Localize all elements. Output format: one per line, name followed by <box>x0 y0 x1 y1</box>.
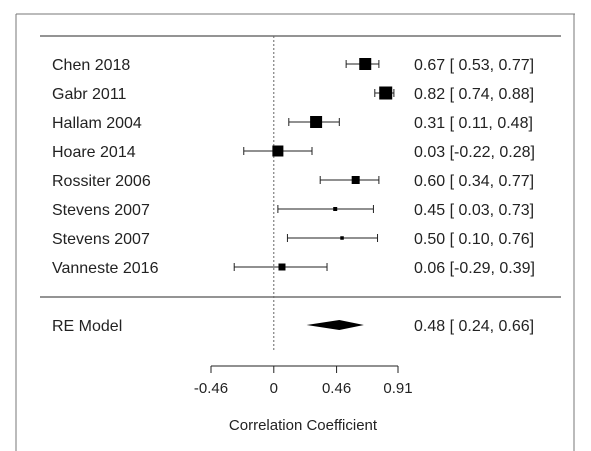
study-label: Rossiter 2006 <box>52 173 151 190</box>
estimate-text: 0.31 [ 0.11, 0.48] <box>414 115 533 132</box>
study-row: Chen 2018 0.67 [ 0.53, 0.77] <box>52 57 534 74</box>
estimate-text: 0.45 [ 0.03, 0.73] <box>414 202 534 219</box>
study-row: Hoare 2014 0.03 [-0.22, 0.28] <box>52 144 535 161</box>
point-estimate <box>351 176 360 184</box>
study-label: Hoare 2014 <box>52 144 136 161</box>
study-label: Gabr 2011 <box>52 86 127 103</box>
study-label: Vanneste 2016 <box>52 260 159 277</box>
x-tick-label: 0.91 <box>383 380 412 397</box>
point-estimate <box>359 58 372 70</box>
point-estimate <box>379 86 393 100</box>
study-row: Stevens 2007 0.50 [ 0.10, 0.76] <box>52 231 534 248</box>
x-axis: -0.46 0 0.46 0.91 <box>194 365 413 397</box>
summary-estimate-text: 0.48 [ 0.24, 0.66] <box>414 318 534 335</box>
estimate-text: 0.82 [ 0.74, 0.88] <box>414 86 534 103</box>
point-estimate <box>272 145 284 157</box>
x-tick-label: 0 <box>270 380 278 397</box>
point-estimate <box>278 263 286 271</box>
summary-row: RE Model 0.48 [ 0.24, 0.66] <box>52 318 534 335</box>
x-tick-label: -0.46 <box>194 380 228 397</box>
point-estimate <box>333 207 338 211</box>
estimate-text: 0.03 [-0.22, 0.28] <box>414 144 535 161</box>
estimate-text: 0.60 [ 0.34, 0.77] <box>414 173 534 190</box>
x-tick-label: 0.46 <box>322 380 351 397</box>
summary-diamond <box>306 320 364 330</box>
study-row: Vanneste 2016 0.06 [-0.29, 0.39] <box>52 260 535 277</box>
study-label: Stevens 2007 <box>52 231 150 248</box>
point-estimate <box>310 116 323 128</box>
study-row: Gabr 2011 0.82 [ 0.74, 0.88] <box>52 86 534 103</box>
x-axis-label: Correlation Coefficient <box>229 417 378 434</box>
study-row: Hallam 2004 0.31 [ 0.11, 0.48] <box>52 115 533 132</box>
estimate-text: 0.06 [-0.29, 0.39] <box>414 260 535 277</box>
study-rows: Chen 2018 0.67 [ 0.53, 0.77] Gabr 2011 0.82… <box>52 57 535 277</box>
study-label: Stevens 2007 <box>52 202 150 219</box>
summary-label: RE Model <box>52 318 122 335</box>
point-estimate <box>340 236 344 240</box>
estimate-text: 0.50 [ 0.10, 0.76] <box>414 231 534 248</box>
study-row: Rossiter 2006 0.60 [ 0.34, 0.77] <box>52 173 534 190</box>
study-label: Hallam 2004 <box>52 115 142 132</box>
estimate-text: 0.67 [ 0.53, 0.77] <box>414 57 534 74</box>
study-label: Chen 2018 <box>52 57 130 74</box>
study-row: Stevens 2007 0.45 [ 0.03, 0.73] <box>52 202 534 219</box>
